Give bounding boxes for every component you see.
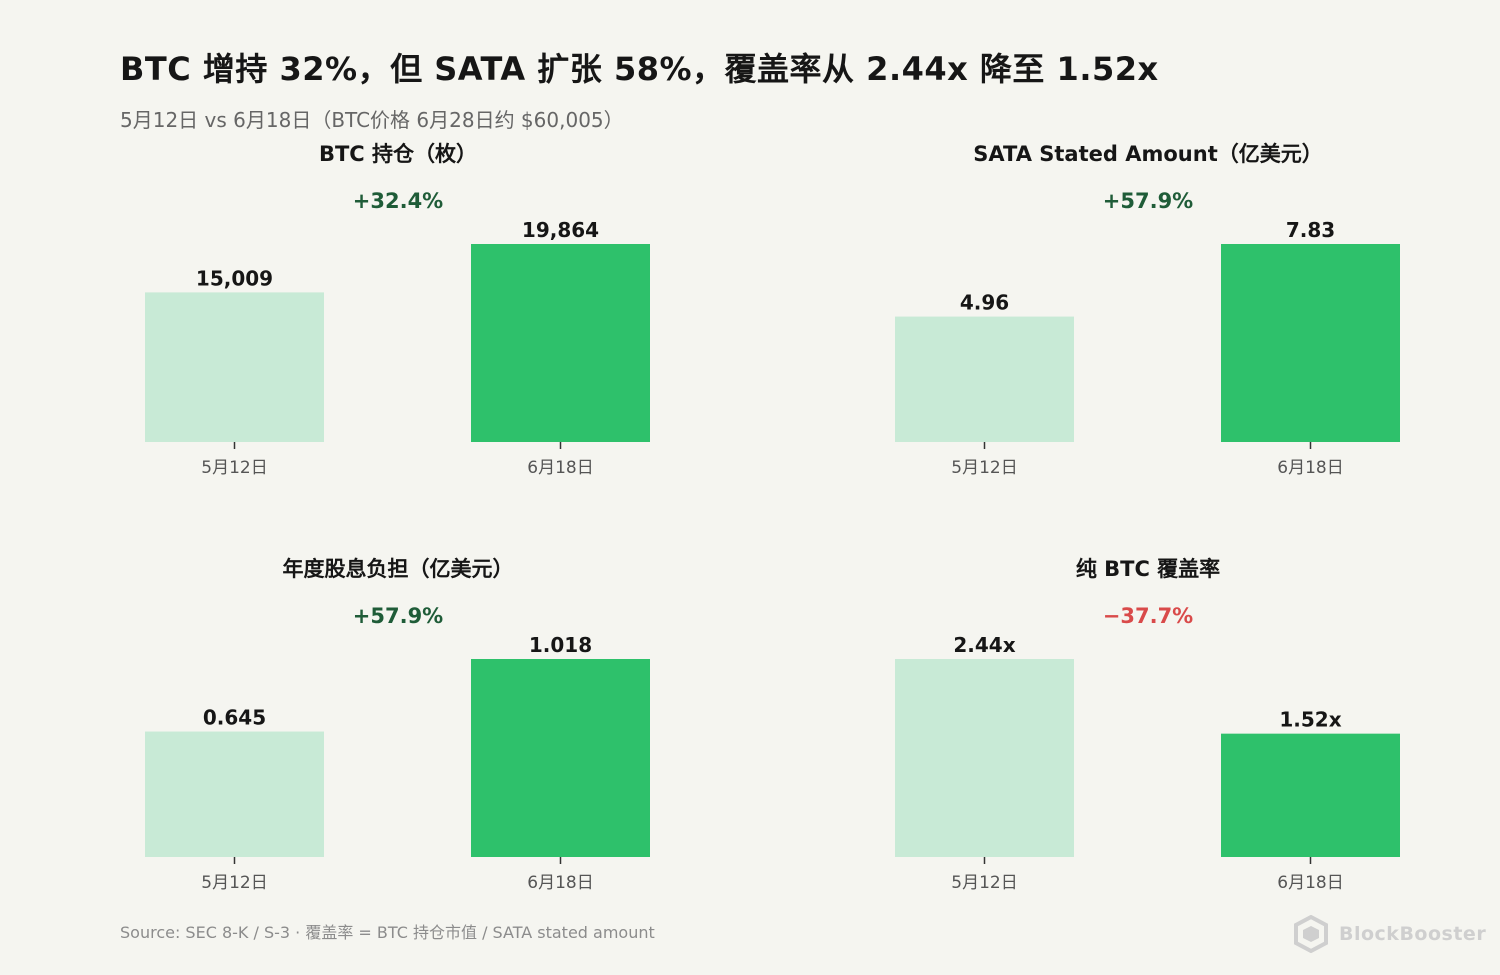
page-subtitle: 5月12日 vs 6月18日（BTC价格 6月28日约 $60,005） — [120, 108, 624, 132]
logo-text: BlockBooster — [1339, 923, 1487, 945]
value-label: 2.44x — [953, 633, 1015, 657]
chart-panel-dividend-burden: 年度股息负担（亿美元） +57.9% 0.645 5月12日 1.018 6月18日 — [100, 550, 800, 930]
tick-label: 5月12日 — [201, 458, 267, 478]
chart-panel-sata-amount: SATA Stated Amount（亿美元） +57.9% 4.96 5月12日 7.… — [850, 135, 1500, 515]
tick-label: 6月18日 — [1277, 458, 1343, 478]
page-title: BTC 增持 32%，但 SATA 扩张 58%，覆盖率从 2.44x 降至 1… — [120, 50, 1159, 88]
chart-title: 年度股息负担（亿美元） — [283, 557, 514, 581]
chart-title: BTC 持仓（枚） — [319, 142, 477, 166]
tick-label: 5月12日 — [951, 458, 1017, 478]
change-label: −37.7% — [1103, 604, 1193, 628]
change-label: +57.9% — [1103, 189, 1193, 213]
chart-svg: 年度股息负担（亿美元） +57.9% 0.645 5月12日 1.018 6月18日 — [145, 557, 650, 893]
chart-panel-coverage-ratio: 纯 BTC 覆盖率 −37.7% 2.44x 5月12日 1.52x 6月18日 — [850, 550, 1500, 930]
value-label: 15,009 — [196, 266, 273, 290]
bar — [895, 316, 1074, 442]
value-label: 19,864 — [522, 218, 599, 242]
tick-label: 5月12日 — [201, 873, 267, 893]
chart-title: SATA Stated Amount（亿美元） — [973, 142, 1322, 166]
chart-svg: SATA Stated Amount（亿美元） +57.9% 4.96 5月12日 7.… — [895, 142, 1400, 478]
tick-label: 5月12日 — [951, 873, 1017, 893]
tick-label: 6月18日 — [527, 873, 593, 893]
brand-logo: BlockBooster — [1293, 915, 1486, 953]
bar — [471, 244, 650, 442]
chart-svg: 纯 BTC 覆盖率 −37.7% 2.44x 5月12日 1.52x 6月18日 — [895, 557, 1400, 893]
tick-label: 6月18日 — [1277, 873, 1343, 893]
value-label: 1.018 — [529, 633, 592, 657]
bar — [1221, 733, 1400, 857]
bar — [1221, 244, 1400, 442]
chart-panel-btc-holdings: BTC 持仓（枚） +32.4% 15,009 5月12日 19,864 6月18日 — [100, 135, 800, 515]
value-label: 0.645 — [203, 706, 266, 730]
bar — [145, 292, 324, 442]
value-label: 7.83 — [1286, 218, 1335, 242]
value-label: 4.96 — [960, 291, 1009, 315]
blockbooster-logo-icon — [1294, 915, 1328, 953]
change-label: +57.9% — [353, 604, 443, 628]
tick-label: 6月18日 — [527, 458, 593, 478]
change-label: +32.4% — [353, 189, 443, 213]
bar — [895, 659, 1074, 857]
chart-svg: BTC 持仓（枚） +32.4% 15,009 5月12日 19,864 6月18日 — [145, 142, 650, 478]
bar — [145, 731, 324, 857]
source-note: Source: SEC 8-K / S-3 · 覆盖率 = BTC 持仓市值 /… — [120, 923, 655, 942]
chart-title: 纯 BTC 覆盖率 — [1076, 557, 1220, 581]
value-label: 1.52x — [1279, 708, 1341, 732]
bar — [471, 659, 650, 857]
